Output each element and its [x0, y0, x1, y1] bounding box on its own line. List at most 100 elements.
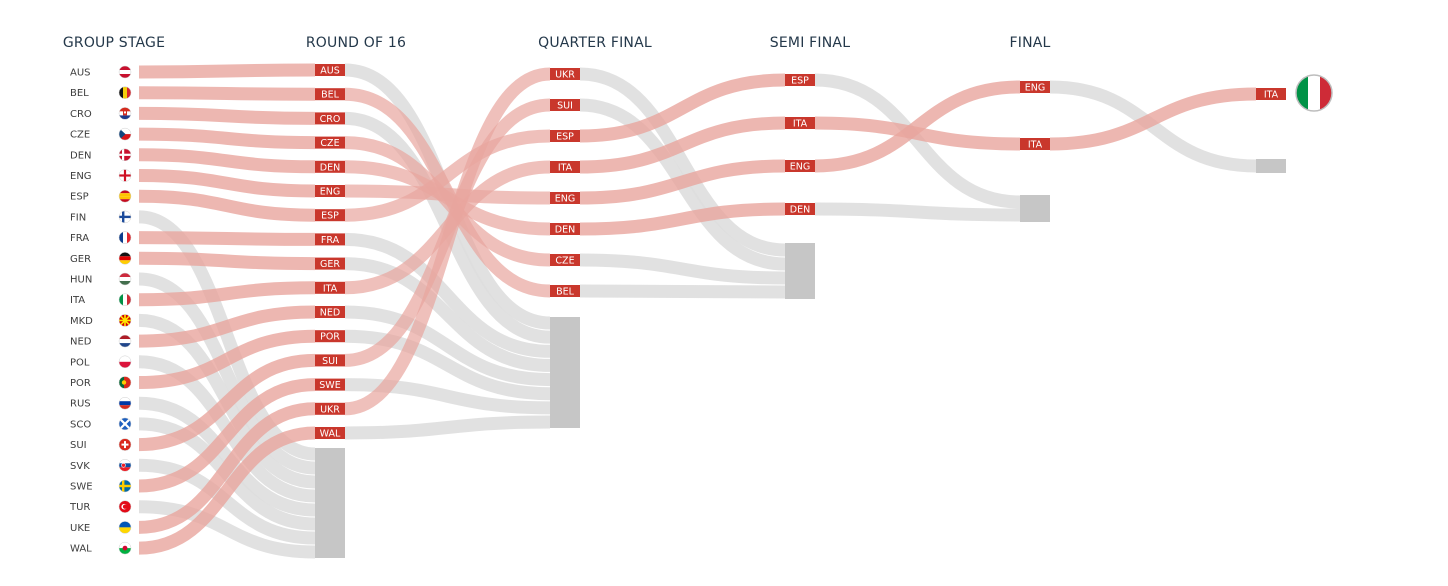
final-label-eng: ENG	[1020, 81, 1050, 94]
team-label-box	[1020, 138, 1050, 150]
elimination-blocks	[315, 159, 1286, 558]
qf-label-eng: ENG	[550, 192, 580, 205]
stage-title-r16: ROUND OF 16	[306, 35, 406, 51]
team-label-box	[315, 209, 345, 222]
flow-gs-sui	[138, 353, 316, 452]
gs-team-code: ESP	[70, 192, 89, 203]
sf-label-esp: ESP	[785, 74, 815, 87]
netherlands-flag-icon	[118, 334, 132, 348]
gs-row-den: DEN	[70, 148, 132, 162]
r16-label-esp: ESP	[315, 209, 345, 222]
sf-label-eng: ENG	[785, 160, 815, 173]
r16-label-cze: CZE	[315, 136, 345, 149]
flow-gs-out-hun	[138, 272, 316, 475]
team-label-text: CRO	[320, 114, 341, 125]
r16-label-ita: ITA	[315, 281, 345, 294]
team-label-text: WAL	[320, 429, 341, 440]
team-label-text: ENG	[555, 194, 575, 205]
r16-label-cro: CRO	[315, 112, 345, 125]
r16-label-aus: AUS	[315, 64, 345, 77]
flow-gs-fra	[138, 231, 316, 246]
r16-label-ned: NED	[315, 306, 345, 319]
team-label-text: POR	[320, 332, 340, 343]
team-label-text: BEL	[321, 90, 340, 101]
north-macedonia-flag-icon	[118, 314, 132, 327]
flow-gs-por	[138, 329, 316, 389]
flow-qf-out-cze	[579, 253, 786, 285]
denmark-flag-icon	[118, 148, 132, 162]
r16-eliminated-block	[315, 448, 345, 558]
gs-row-aus: AUS	[70, 65, 132, 79]
r16-label-den: DEN	[315, 160, 345, 173]
stage-titles: GROUP STAGE ROUND OF 16 QUARTER FINAL SEMI …	[63, 35, 1050, 51]
gs-team-code: FRA	[70, 233, 89, 244]
group-stage-list: AUS BEL CRO CZE DEN ENG ESP FIN FRA GER HUN ITA MKD N…	[69, 65, 132, 555]
team-label-box	[315, 281, 345, 294]
team-label-text: BEL	[556, 287, 575, 298]
flow-qf-eng	[579, 159, 786, 205]
gs-team-code: POL	[70, 357, 90, 368]
team-label-box	[785, 203, 815, 215]
team-label-text: NED	[320, 308, 340, 319]
team-label-box	[315, 257, 345, 270]
gs-row-por: POR	[70, 376, 132, 389]
team-label-text: UKR	[320, 404, 340, 415]
gs-row-ned: NED	[70, 334, 132, 348]
team-label-box	[315, 233, 345, 246]
champion-label: ITA	[1256, 88, 1286, 101]
scotland-flag-icon	[118, 417, 132, 431]
team-label-box	[550, 99, 580, 111]
team-label-text: ITA	[1028, 140, 1043, 151]
r16-label-swe: SWE	[315, 378, 345, 391]
team-label-box	[315, 330, 345, 343]
team-label-text: SUI	[557, 101, 573, 112]
champion-badge	[1295, 74, 1333, 112]
sf-label-den: DEN	[785, 203, 815, 216]
runner-up-block	[1256, 159, 1286, 173]
gs-team-code: ENG	[70, 171, 92, 182]
gs-team-code: BEL	[70, 88, 89, 99]
gs-row-fin: FIN	[70, 210, 132, 223]
stage-title-sf: SEMI FINAL	[770, 35, 850, 51]
team-label-box	[550, 254, 580, 266]
flow-gs-bel	[138, 86, 316, 101]
poland-flag-icon	[118, 355, 132, 369]
final-label-ita: ITA	[1020, 138, 1050, 151]
gs-row-hun: HUN	[70, 272, 132, 286]
gs-row-sco: SCO	[70, 417, 132, 431]
flow-gs-ned	[138, 305, 316, 348]
russia-flag-icon	[118, 396, 132, 410]
flow-gs-aus	[138, 63, 316, 79]
team-label-text: GER	[320, 259, 340, 270]
r16-label-bel: BEL	[315, 88, 345, 101]
qf-label-bel: BEL	[550, 285, 580, 298]
gs-team-code: SCO	[70, 419, 91, 430]
belgium-flag-icon	[118, 86, 132, 99]
team-label-text: ITA	[793, 119, 808, 130]
team-label-text: ITA	[1264, 90, 1279, 101]
flow-gs-swe	[138, 378, 316, 493]
gs-row-bel: BEL	[70, 86, 132, 99]
qf-label-ita: ITA	[550, 161, 580, 174]
team-label-box	[315, 160, 345, 173]
team-label-text: CZE	[555, 256, 574, 267]
team-label-text: ITA	[558, 163, 573, 174]
team-label-box	[550, 223, 580, 235]
team-label-text: SUI	[322, 356, 338, 367]
team-label-box	[1256, 88, 1286, 100]
gs-team-code: AUS	[70, 68, 91, 79]
team-label-box	[315, 185, 345, 197]
hungary-flag-icon	[118, 272, 132, 286]
gs-row-cze: CZE	[70, 127, 132, 141]
gs-team-code: ITA	[70, 295, 85, 306]
r16-label-wal: WAL	[315, 427, 345, 440]
flow-sf-eng	[814, 80, 1021, 173]
team-label-box	[315, 64, 345, 76]
team-label-box	[1020, 81, 1050, 93]
flow-r16-out-ger	[344, 257, 551, 372]
team-label-box	[785, 160, 815, 172]
stage-title-gs: GROUP STAGE	[63, 35, 165, 51]
team-label-box	[550, 130, 580, 142]
gs-team-code: GER	[70, 254, 91, 265]
flow-r16-out-fra	[344, 232, 551, 358]
